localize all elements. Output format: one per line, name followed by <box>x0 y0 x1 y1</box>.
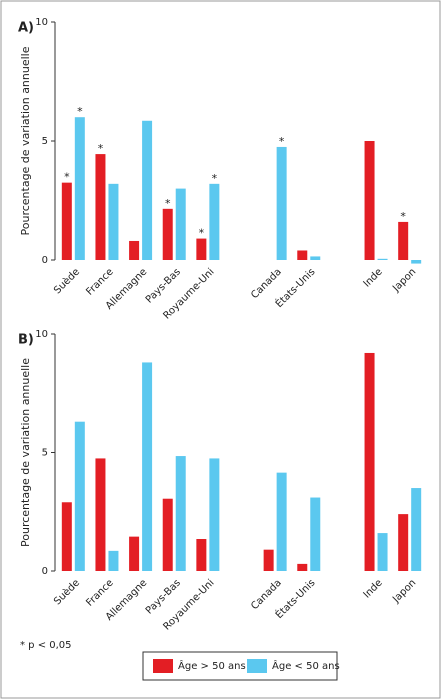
bar <box>196 539 207 571</box>
legend-swatch <box>153 659 173 673</box>
bar <box>297 250 308 260</box>
x-tick-label: Inde <box>362 266 385 289</box>
bar <box>142 120 153 261</box>
bar <box>95 458 106 571</box>
bar <box>74 117 85 260</box>
legend-label: Âge > 50 ans <box>178 659 246 672</box>
significance-marker: * <box>199 227 205 240</box>
legend-swatch <box>247 659 267 673</box>
panel-label: A) <box>18 21 34 36</box>
y-axis-title: Pourcentage de variation annuelle <box>19 358 32 547</box>
significance-marker: * <box>279 135 285 148</box>
bar <box>398 221 409 260</box>
bar <box>196 238 207 260</box>
bar <box>398 514 409 571</box>
bar <box>129 536 140 571</box>
bar <box>310 256 321 260</box>
significance-marker: * <box>98 142 104 155</box>
significance-marker: * <box>400 210 406 223</box>
x-tick-label: Japon <box>390 266 418 294</box>
bar <box>276 146 287 260</box>
bar <box>61 502 72 571</box>
bar <box>162 498 173 571</box>
bar <box>209 458 220 571</box>
bar <box>175 456 186 571</box>
bar <box>411 488 422 571</box>
y-tick-label: 10 <box>35 329 48 340</box>
bar <box>377 533 388 571</box>
footnote: * p < 0,05 <box>20 640 72 651</box>
x-tick-label: Canada <box>249 266 284 301</box>
bar <box>209 183 220 260</box>
bar <box>411 260 422 264</box>
x-tick-label: Japon <box>390 577 418 605</box>
bar <box>310 497 321 571</box>
legend-label: Âge < 50 ans <box>272 659 340 672</box>
bar <box>364 141 375 260</box>
significance-marker: * <box>212 172 218 185</box>
bar <box>276 472 287 571</box>
x-tick-label: Suède <box>51 577 82 608</box>
bar <box>377 258 388 260</box>
y-tick-label: 5 <box>42 448 48 459</box>
y-tick-label: 10 <box>35 17 48 28</box>
x-tick-label: Canada <box>249 577 284 612</box>
x-tick-label: France <box>84 266 115 297</box>
bar <box>297 563 308 571</box>
y-tick-label: 0 <box>42 255 48 266</box>
bar <box>129 240 140 260</box>
x-tick-label: Suède <box>51 266 82 297</box>
bar <box>61 182 72 260</box>
x-tick-label: France <box>84 577 115 608</box>
bar <box>108 183 119 260</box>
y-axis-title: Pourcentage de variation annuelle <box>19 46 32 235</box>
significance-marker: * <box>64 171 70 184</box>
x-tick-label: Inde <box>362 577 385 600</box>
bar <box>162 208 173 260</box>
significance-marker: * <box>77 105 83 118</box>
bar <box>175 188 186 260</box>
y-tick-label: 5 <box>42 136 48 147</box>
bar <box>74 421 85 571</box>
panel-label: B) <box>18 333 34 348</box>
bar <box>142 362 153 571</box>
bar <box>364 352 375 571</box>
bar <box>108 550 119 571</box>
significance-marker: * <box>165 197 171 210</box>
bar <box>95 154 106 260</box>
bar <box>263 549 274 571</box>
legend-box <box>142 651 338 681</box>
y-tick-label: 0 <box>42 566 48 577</box>
